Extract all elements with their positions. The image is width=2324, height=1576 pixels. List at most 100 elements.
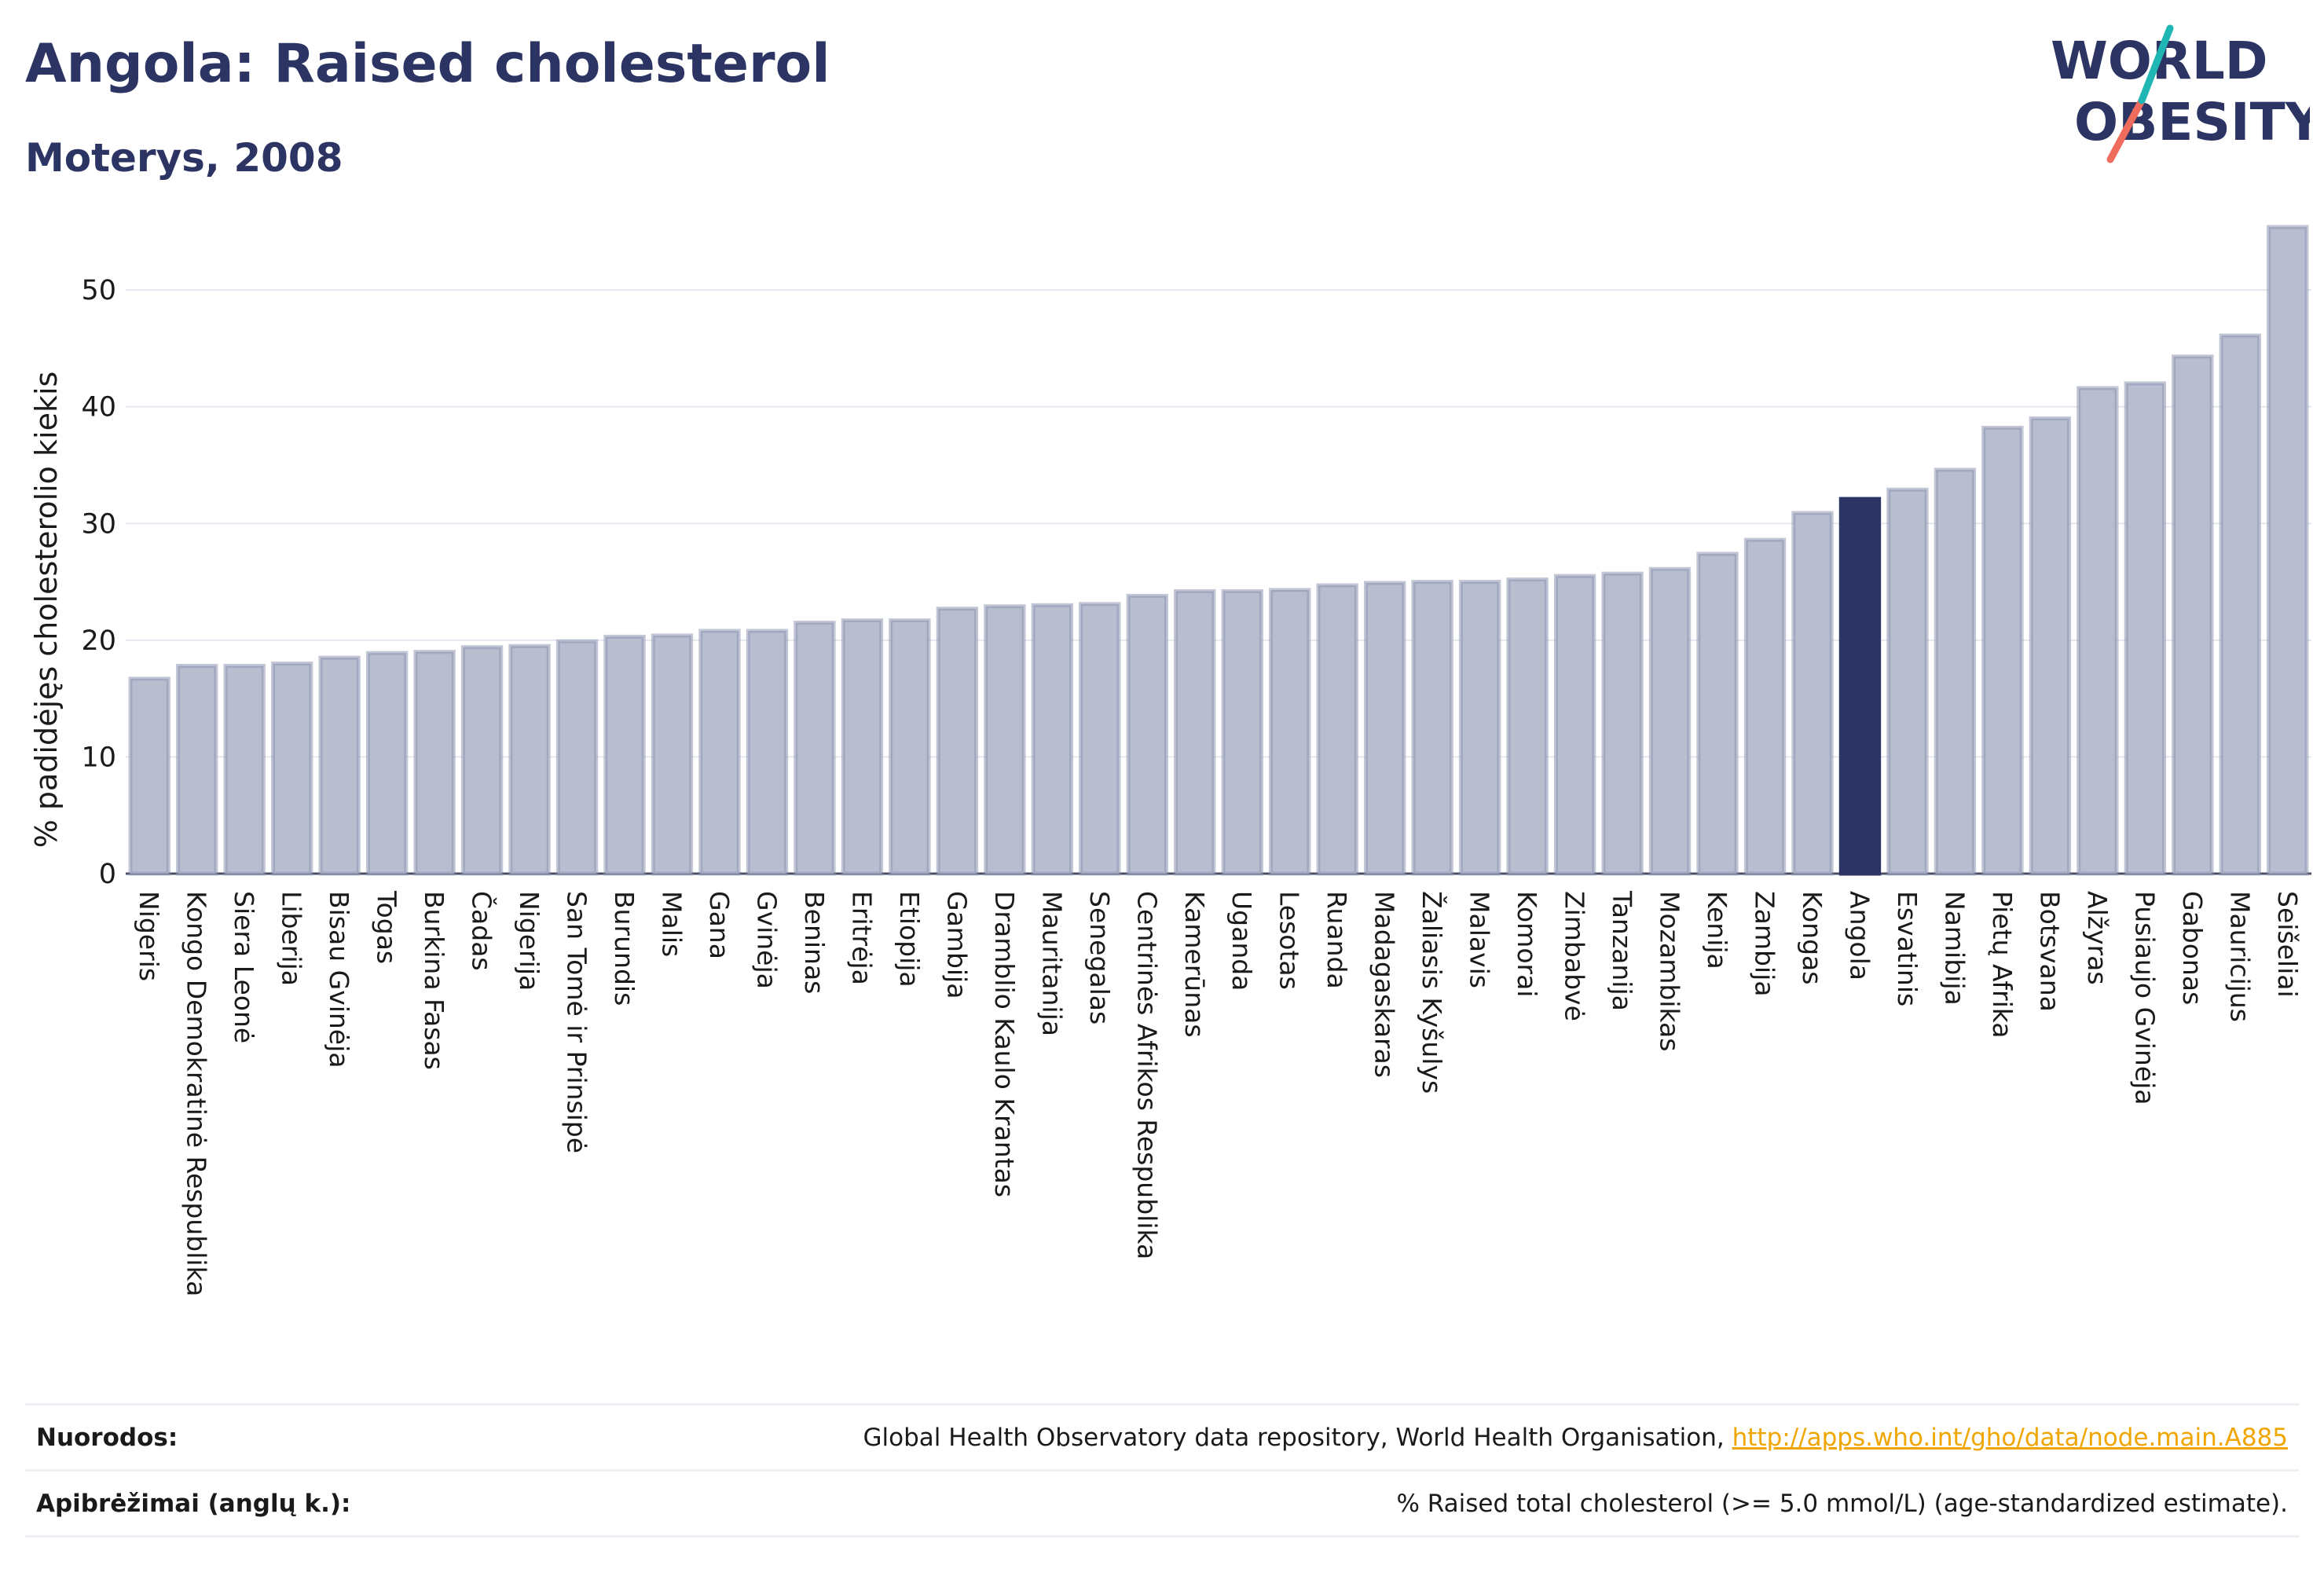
x-category-label: Pusiaujo Gvinėja	[2129, 891, 2160, 1105]
x-category-label: Siera Leonė	[229, 891, 259, 1043]
page-subtitle: Moterys, 2008	[25, 135, 343, 181]
bar	[1791, 511, 1834, 876]
y-axis-title: % padidėjęs cholesterolio kiekis	[29, 372, 64, 848]
world-obesity-logo: WORLD OBESITY	[2051, 24, 2310, 163]
bar	[1648, 566, 1692, 876]
x-category-label: Čadas	[467, 891, 498, 971]
x-category-label: Gana	[704, 891, 735, 959]
bar	[1601, 571, 1644, 876]
bar	[270, 662, 313, 876]
x-category-label: Senegalas	[1084, 891, 1115, 1024]
sources-label: Nuorodos:	[36, 1424, 178, 1452]
x-category-label: Kamerūnas	[1179, 891, 1210, 1038]
bar	[2029, 416, 2072, 876]
bar	[1981, 425, 2024, 876]
x-category-label: Esvatinis	[1892, 891, 1923, 1006]
x-category-label: Dramblio Kaulo Krantas	[989, 891, 1020, 1197]
bar	[1363, 581, 1406, 876]
x-category-label: Žaliasis Kyšulys	[1417, 891, 1448, 1094]
footer-top-divider	[25, 1403, 2299, 1406]
bar	[651, 633, 694, 876]
x-category-label: Burkina Fasas	[419, 891, 449, 1070]
bar	[2172, 354, 2214, 876]
x-category-label: Madagaskaras	[1369, 891, 1400, 1078]
x-category-label: Nigerija	[514, 891, 544, 991]
y-tick-label: 50	[81, 275, 116, 306]
bar	[1934, 467, 1977, 876]
bar	[1696, 552, 1739, 876]
bar	[508, 643, 551, 876]
sources-link[interactable]: http://apps.who.int/gho/data/node.main.A…	[1732, 1424, 2288, 1452]
x-category-label: Pietų Afrika	[1987, 891, 2018, 1039]
x-category-label: Mauricijus	[2224, 891, 2255, 1022]
x-category-label: Kenija	[1702, 891, 1732, 969]
x-category-label: Kongas	[1797, 891, 1827, 984]
x-category-label: Gabonas	[2177, 891, 2208, 1005]
bar	[176, 664, 218, 876]
bar	[2219, 333, 2261, 876]
y-tick-label: 30	[81, 508, 116, 540]
bar	[746, 629, 789, 876]
bar	[794, 621, 836, 876]
bar	[1411, 580, 1453, 876]
bar	[2077, 386, 2119, 876]
x-category-label: Tanzanija	[1607, 890, 1637, 1011]
x-category-label: Namibija	[1939, 891, 1970, 1006]
bar	[1553, 574, 1596, 876]
bar	[413, 650, 456, 876]
bar	[460, 645, 504, 876]
page-title: Angola: Raised cholesterol	[25, 33, 830, 95]
y-tick-label: 20	[81, 625, 116, 657]
definitions-label: Apibrėžimai (anglų k.):	[36, 1490, 351, 1518]
y-tick-label: 0	[99, 859, 116, 890]
x-category-label: Botsvana	[2034, 891, 2065, 1012]
bar	[1506, 577, 1549, 876]
bar	[698, 629, 741, 876]
bar	[1174, 588, 1216, 876]
x-axis-labels: Nigeris Kongo Demokratinė Respublika Siera…	[134, 890, 2303, 1296]
x-category-label: Eritrėja	[846, 891, 877, 985]
x-category-label: Etiopija	[894, 891, 925, 988]
x-category-label: Seišeliai	[2272, 891, 2303, 998]
bar	[2124, 381, 2167, 876]
bar	[1031, 603, 1074, 876]
logo-word-2: OBESITY	[2074, 92, 2310, 152]
definitions-value: % Raised total cholesterol (>= 5.0 mmol/…	[1396, 1490, 2288, 1518]
x-category-label: Angola	[1844, 891, 1875, 980]
bar	[365, 651, 409, 876]
bar	[889, 618, 931, 876]
x-category-label: Malis	[657, 891, 687, 957]
bar	[1458, 580, 1501, 876]
x-category-label: Gambija	[941, 891, 972, 999]
x-category-label: Lesotas	[1274, 891, 1305, 990]
bar	[841, 618, 884, 876]
x-category-label: Komorai	[1512, 891, 1542, 997]
bar	[1221, 588, 1263, 876]
x-category-label: Kongo Demokratinė Respublika	[181, 891, 212, 1296]
x-category-label: Zambija	[1750, 891, 1780, 996]
x-category-label: San Tomė ir Prinsipė	[562, 891, 592, 1153]
bar	[1743, 537, 1787, 876]
x-category-label: Malavis	[1464, 891, 1495, 988]
sources-value: Global Health Observatory data repositor…	[863, 1424, 2299, 1452]
x-category-label: Gvinėja	[751, 891, 782, 989]
x-category-label: Alžyras	[2082, 891, 2113, 985]
x-category-label: Liberija	[277, 891, 307, 986]
bar	[318, 655, 361, 876]
x-category-label: Togas	[372, 890, 402, 964]
x-category-label: Centrinės Afrikos Respublika	[1131, 891, 1162, 1259]
bar	[1269, 588, 1311, 876]
bar	[555, 639, 599, 876]
bar	[1079, 602, 1121, 876]
x-category-label: Uganda	[1226, 891, 1257, 991]
y-tick-label: 40	[81, 392, 116, 423]
bar	[2267, 225, 2309, 876]
x-category-label: Nigeris	[134, 891, 164, 981]
footer-middle-divider	[25, 1469, 2299, 1472]
x-category-label: Beninas	[799, 891, 830, 994]
x-category-label: Ruanda	[1321, 891, 1352, 989]
sources-text: Global Health Observatory data repositor…	[863, 1424, 1732, 1452]
bar-chart: 0 10 20 30 40 50 Nigeris Kongo Demokratinė Res…	[29, 225, 2311, 1296]
bar	[223, 664, 266, 876]
bar	[936, 607, 979, 876]
